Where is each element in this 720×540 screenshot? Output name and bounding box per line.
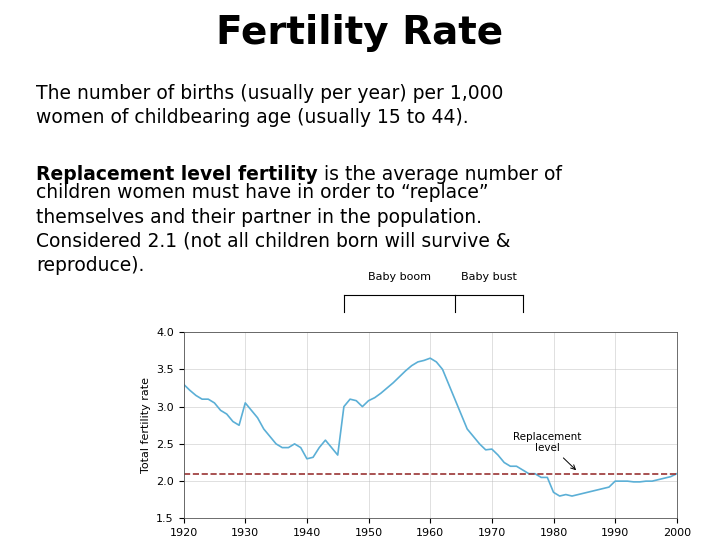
Text: Fertility Rate: Fertility Rate: [217, 14, 503, 51]
Y-axis label: Total fertility rate: Total fertility rate: [140, 377, 150, 473]
Text: Baby boom: Baby boom: [368, 272, 431, 282]
Text: Replacement level fertility: Replacement level fertility: [36, 165, 318, 184]
Text: children women must have in order to “replace”
themselves and their partner in t: children women must have in order to “re…: [36, 184, 510, 275]
Text: Baby bust: Baby bust: [461, 272, 517, 282]
Text: The number of births (usually per year) per 1,000
women of childbearing age (usu: The number of births (usually per year) …: [36, 84, 503, 127]
Text: is the average number of: is the average number of: [318, 165, 562, 184]
Text: Replacement
level: Replacement level: [513, 431, 582, 469]
